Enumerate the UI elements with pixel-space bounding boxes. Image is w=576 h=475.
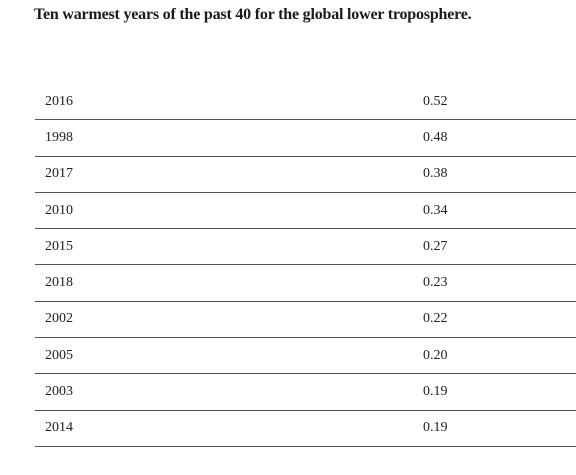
data-table: 2016 0.52 1998 0.48 2017 0.38 2010 0.34 2015 0.27… [35,84,576,447]
year-cell: 2010 [35,192,413,230]
table-row: 1998 0.48 [35,119,576,157]
anomaly-cell: 0.19 [413,410,576,447]
year-cell: 2014 [35,410,413,447]
year-cell: 2016 [35,84,413,121]
anomaly-cell: 0.20 [413,337,576,375]
table-row: 2005 0.20 [35,337,576,375]
year-cell: 2005 [35,337,413,375]
table-row: 2017 0.38 [35,156,576,193]
table-row: 2010 0.34 [35,192,576,230]
table-row: 2016 0.52 [35,84,576,121]
anomaly-cell: 0.19 [413,373,576,411]
year-cell: 2003 [35,373,413,411]
anomaly-cell: 0.52 [413,84,576,121]
year-cell: 1998 [35,119,413,157]
table-row: 2003 0.19 [35,373,576,411]
table-row: 2002 0.22 [35,301,576,339]
table-caption: Ten warmest years of the past 40 for the… [34,6,472,23]
year-cell: 2002 [35,301,413,339]
anomaly-cell: 0.48 [413,119,576,157]
table-row: 2014 0.19 [35,410,576,447]
year-cell: 2015 [35,228,413,266]
year-cell: 2017 [35,156,413,193]
table-body: 2016 0.52 1998 0.48 2017 0.38 2010 0.34 2015 0.27… [35,84,576,447]
year-cell: 2018 [35,264,413,302]
anomaly-cell: 0.23 [413,264,576,302]
table-row: 2018 0.23 [35,264,576,302]
anomaly-cell: 0.38 [413,156,576,193]
table-row: 2015 0.27 [35,228,576,266]
anomaly-cell: 0.27 [413,228,576,266]
anomaly-cell: 0.34 [413,192,576,230]
anomaly-cell: 0.22 [413,301,576,339]
